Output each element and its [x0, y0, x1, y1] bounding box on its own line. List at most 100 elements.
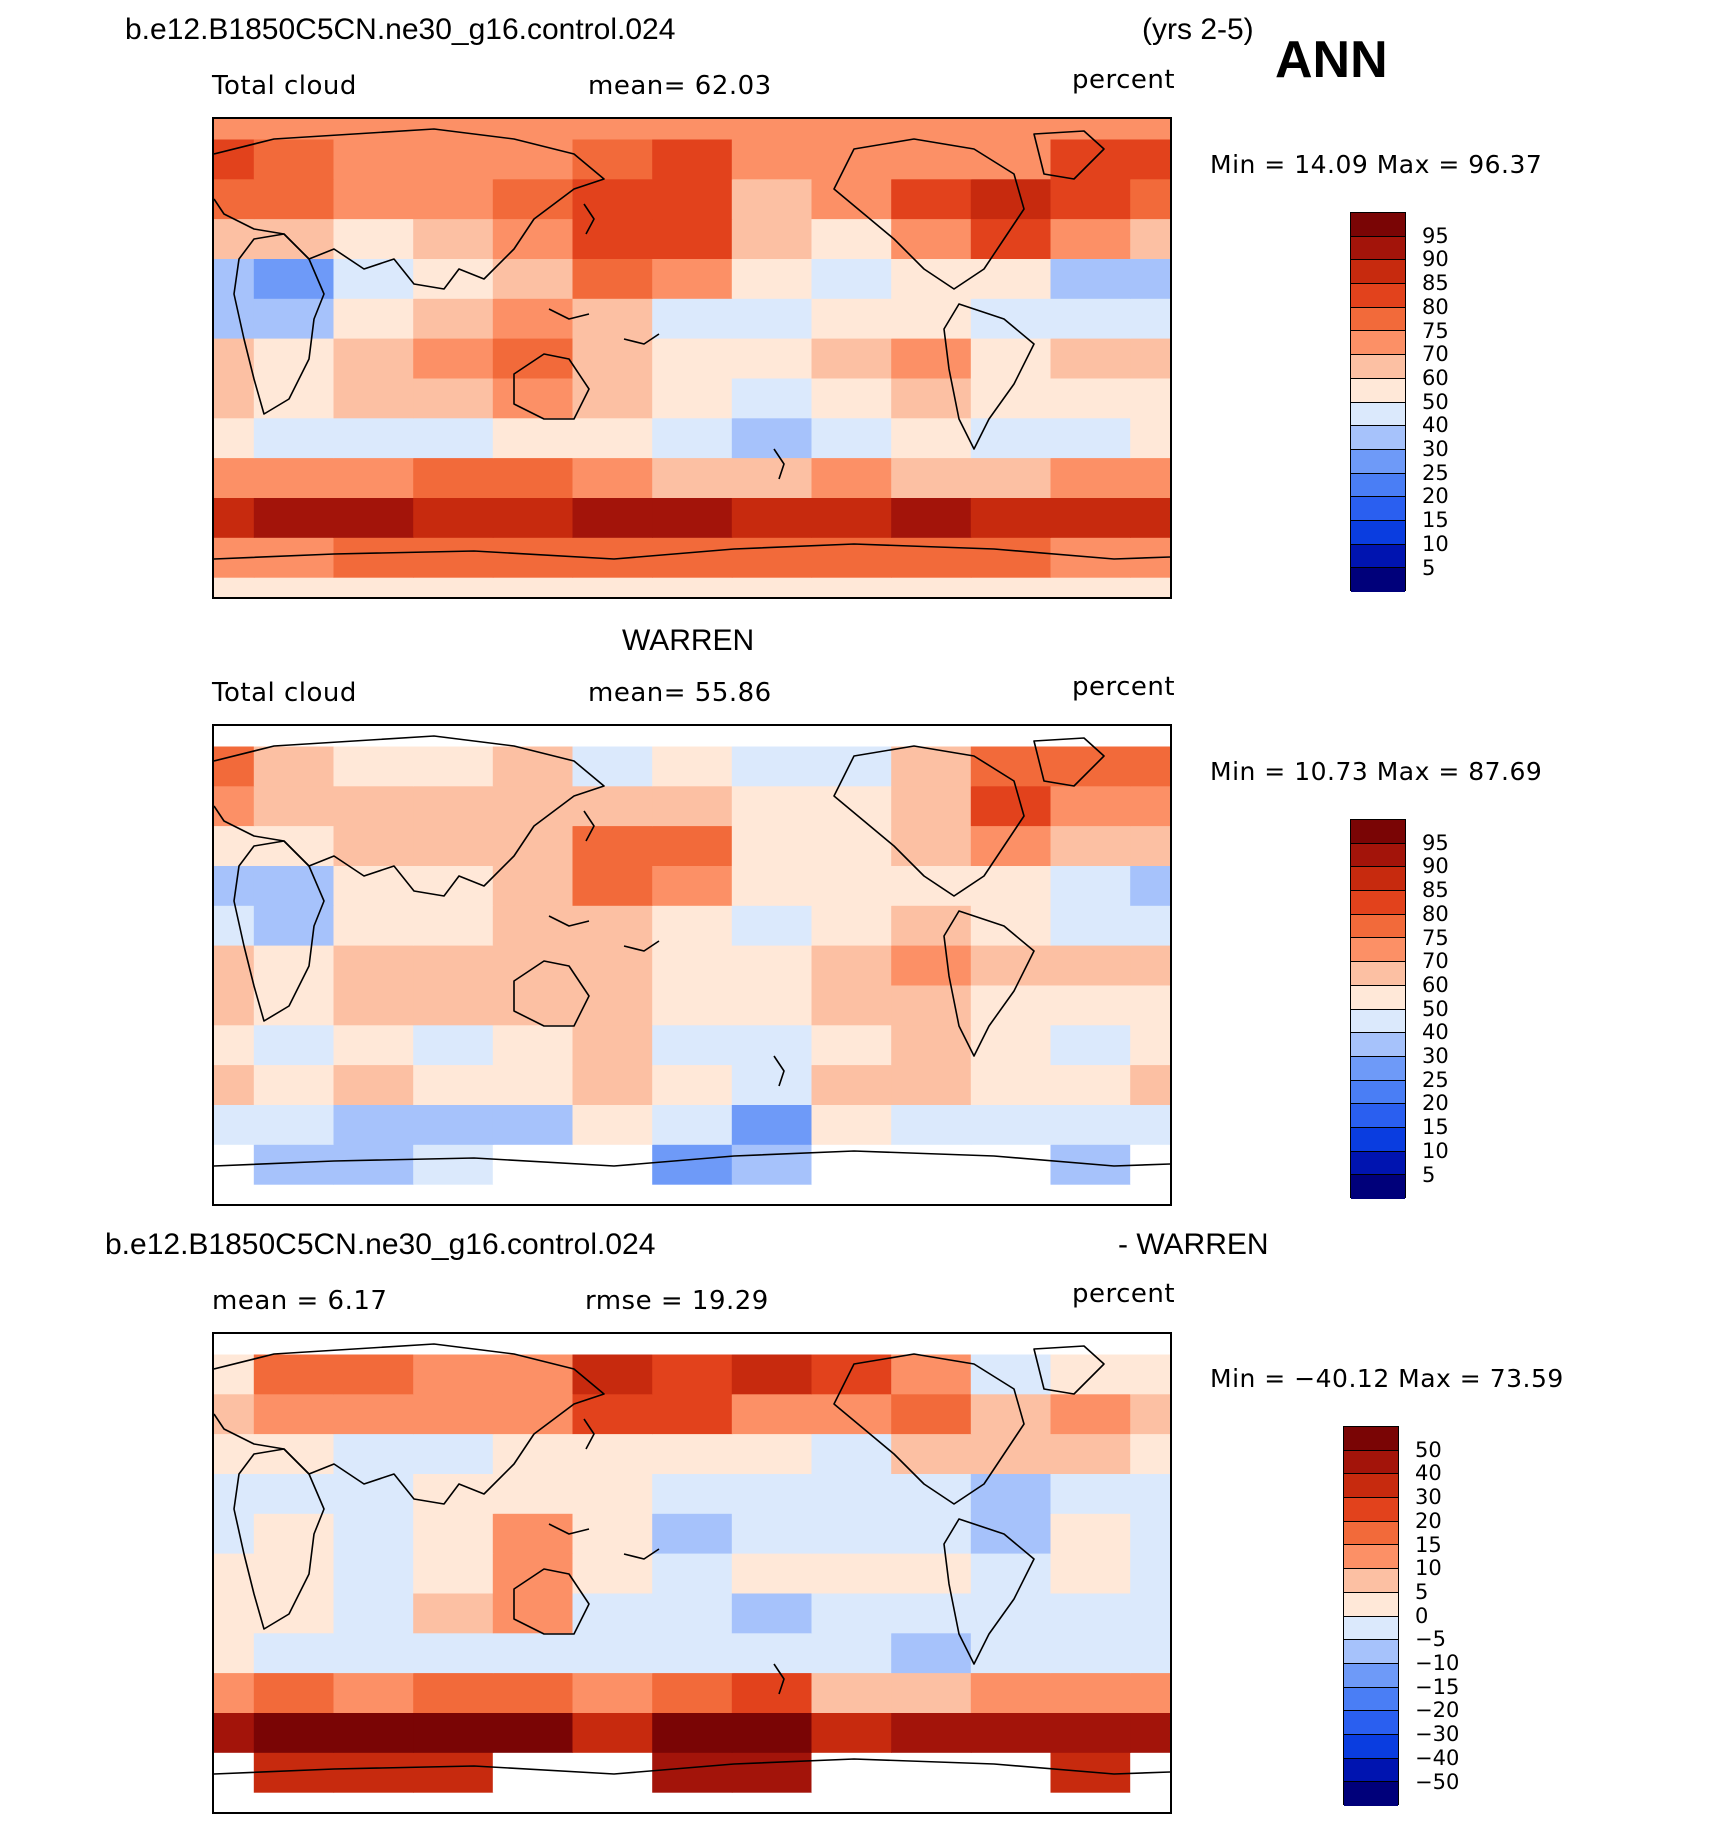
heatmap-cell — [652, 1513, 733, 1554]
heatmap-cell — [891, 1592, 972, 1634]
coastline — [214, 735, 605, 897]
heatmap-cell — [970, 1353, 1052, 1395]
heatmap-cell — [1130, 1553, 1170, 1594]
heatmap-cell — [652, 945, 733, 986]
panel3-title-right: - WARREN — [1118, 1228, 1269, 1261]
heatmap-cell — [652, 1712, 733, 1753]
heatmap-cell — [492, 745, 574, 787]
heatmap-cell — [731, 1353, 813, 1395]
heatmap-cell — [572, 577, 653, 597]
panel1-map — [212, 117, 1172, 599]
heatmap-cell — [214, 1632, 255, 1674]
heatmap-cell — [492, 537, 574, 578]
heatmap-cell — [652, 1592, 733, 1634]
colorbar-tick-label: 90 — [1422, 247, 1449, 272]
heatmap-cell — [1050, 1393, 1131, 1435]
heatmap-cell — [652, 984, 733, 1026]
heatmap-cell — [492, 1064, 574, 1105]
heatmap-cell — [891, 119, 972, 140]
heatmap-cell — [891, 1672, 972, 1713]
heatmap-cell — [731, 1433, 813, 1474]
heatmap-cell — [492, 945, 574, 986]
colorbar-tick-label: 25 — [1422, 460, 1449, 485]
heatmap-cell — [1130, 1184, 1170, 1204]
colorbar-swatch — [1351, 914, 1405, 939]
heatmap-cell — [253, 1792, 335, 1812]
heatmap-cell — [1050, 258, 1131, 299]
coastline — [513, 1568, 590, 1635]
heatmap-cell — [970, 905, 1052, 946]
panel2-mean-label: mean= 55.86 — [588, 678, 772, 708]
heatmap-cell — [1130, 1632, 1170, 1674]
heatmap-cell — [811, 1632, 892, 1674]
heatmap-cell — [1050, 1024, 1131, 1066]
heatmap-cell — [572, 945, 653, 986]
heatmap-cell — [492, 218, 574, 259]
colorbar-swatch — [1351, 1080, 1405, 1105]
colorbar-tick-label: 15 — [1422, 1115, 1449, 1140]
heatmap-cell — [811, 1104, 892, 1145]
heatmap-cell — [970, 945, 1052, 986]
heatmap-cell — [413, 984, 494, 1026]
heatmap-cell — [572, 457, 653, 498]
heatmap-cell — [492, 1184, 574, 1204]
heatmap-cell — [1130, 497, 1170, 538]
colorbar-tick-label: 10 — [1415, 1556, 1442, 1581]
colorbar-swatch — [1351, 962, 1405, 986]
heatmap-cell — [214, 417, 255, 459]
heatmap-cell — [253, 1184, 335, 1204]
heatmap-cell — [811, 1334, 892, 1355]
heatmap-cell — [572, 1473, 653, 1514]
heatmap-cell — [413, 377, 494, 419]
heatmap-cell — [572, 417, 653, 459]
heatmap-cell — [572, 338, 653, 379]
colorbar-tick-label: 95 — [1422, 223, 1449, 248]
heatmap-cell — [492, 726, 574, 747]
colorbar-swatch — [1344, 1782, 1398, 1806]
colorbar-swatch — [1351, 820, 1405, 844]
heatmap-cell — [572, 1024, 653, 1066]
heatmap-cell — [811, 1513, 892, 1554]
colorbar-swatch — [1344, 1758, 1398, 1783]
colorbar-tick-label: −10 — [1415, 1651, 1460, 1675]
colorbar-tick-label: −20 — [1415, 1698, 1460, 1723]
heatmap-cell — [214, 1184, 255, 1204]
panel3-rmse-label: rmse = 19.29 — [585, 1286, 769, 1316]
heatmap-cell — [333, 577, 414, 597]
heatmap-cell — [731, 537, 813, 578]
heatmap-cell — [333, 1752, 414, 1793]
heatmap-cell — [413, 1712, 494, 1753]
heatmap-cell — [811, 377, 892, 419]
heatmap-cell — [1050, 178, 1131, 220]
heatmap-cell — [572, 1553, 653, 1594]
heatmap-cell — [492, 417, 574, 459]
heatmap-cell — [413, 1553, 494, 1594]
heatmap-cell — [891, 1792, 972, 1812]
heatmap-cell — [492, 1473, 574, 1514]
heatmap-cell — [413, 865, 494, 906]
heatmap-cell — [214, 726, 255, 747]
heatmap-cell — [731, 497, 813, 538]
heatmap-cell — [891, 1104, 972, 1145]
panel2-units-label: percent — [1072, 672, 1176, 702]
heatmap-cell — [1130, 984, 1170, 1026]
heatmap-cell — [214, 1064, 255, 1105]
heatmap-cell — [652, 1334, 733, 1355]
heatmap-cell — [572, 1353, 653, 1395]
heatmap-cell — [1050, 1592, 1131, 1634]
colorbar-swatch — [1351, 307, 1405, 332]
heatmap-cell — [492, 298, 574, 339]
heatmap-cell — [572, 1513, 653, 1554]
heatmap-cell — [891, 1632, 972, 1674]
heatmap-cell — [253, 905, 335, 946]
heatmap-cell — [333, 865, 414, 906]
season-label: ANN — [1275, 31, 1388, 89]
colorbar-swatch — [1351, 449, 1405, 474]
heatmap-cell — [333, 745, 414, 787]
coastline — [833, 1353, 1025, 1505]
heatmap-cell — [891, 1553, 972, 1594]
heatmap-cell — [731, 1144, 813, 1185]
heatmap-cell — [253, 726, 335, 747]
heatmap-cell — [492, 1104, 574, 1145]
coastline — [773, 1663, 785, 1695]
